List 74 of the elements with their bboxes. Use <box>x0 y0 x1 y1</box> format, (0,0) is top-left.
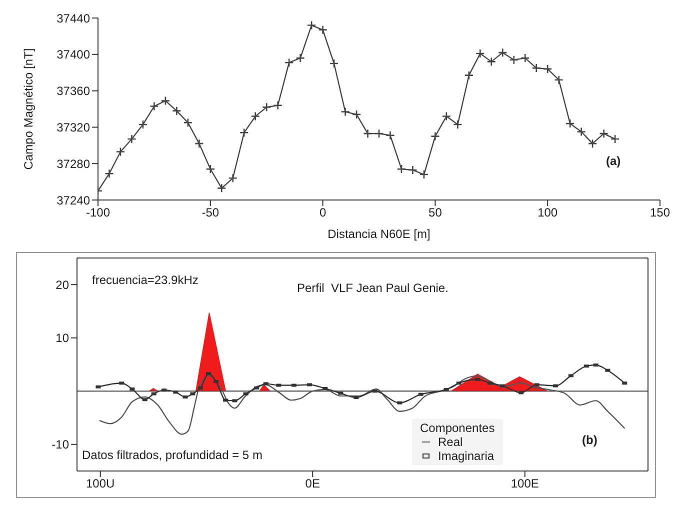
point <box>104 168 114 178</box>
y-tick-label: -10 <box>52 438 70 452</box>
text: Perfil VLF Jean Paul Genie. <box>297 281 448 295</box>
point <box>183 118 193 128</box>
x-tick-label: 100 <box>538 206 558 220</box>
point <box>116 147 126 156</box>
x-tick-label: -100 <box>86 206 110 220</box>
x-tick-label: 0E <box>305 476 320 491</box>
point <box>610 134 620 144</box>
point <box>329 58 339 68</box>
point <box>520 53 530 63</box>
point <box>532 63 542 73</box>
point <box>542 64 552 74</box>
x-tick-label: 100E <box>510 476 539 491</box>
legend-label: Imaginaria <box>438 449 494 463</box>
point <box>430 132 440 141</box>
annotation: frecuencia=23.9kHz <box>92 273 198 287</box>
point <box>206 164 216 174</box>
annotation: (a) <box>606 154 621 168</box>
point <box>318 25 328 34</box>
y-tick-label: 10 <box>56 331 70 346</box>
x-tick-label: 100U <box>86 476 115 491</box>
legend-title: Componentes <box>420 421 495 435</box>
point <box>386 130 395 140</box>
point <box>588 138 598 148</box>
point <box>296 53 305 63</box>
x-axis-title: Distancia N60E [m] <box>328 227 430 241</box>
point <box>408 165 418 175</box>
point <box>228 174 238 183</box>
annotation: Datos filtrados, profundidad = 5 m <box>82 448 262 462</box>
annotation: (b) <box>582 433 598 447</box>
y-tick-label: 20 <box>56 278 70 292</box>
y-tick-label: 37280 <box>56 156 90 171</box>
point <box>262 102 272 112</box>
y-tick-label: 37240 <box>56 193 90 208</box>
point <box>374 128 384 138</box>
y-tick-label: 37440 <box>56 11 90 26</box>
point <box>352 110 362 120</box>
point <box>576 127 586 136</box>
point <box>486 57 496 66</box>
point <box>476 48 485 58</box>
y-tick-label: 37320 <box>56 120 90 134</box>
legend-label: Real <box>438 435 463 449</box>
point <box>250 112 260 121</box>
point <box>453 120 462 130</box>
point <box>239 128 249 138</box>
x-tick-label: 0 <box>319 206 326 220</box>
point <box>306 20 316 30</box>
x-tick-label: 50 <box>428 206 442 220</box>
y-axis-title: Campo Magnético [nT] <box>21 48 36 170</box>
point <box>340 107 350 116</box>
point <box>273 100 282 110</box>
point <box>498 48 508 58</box>
point <box>138 120 148 130</box>
y-tick-label: 37360 <box>56 84 90 98</box>
point <box>127 134 136 144</box>
point <box>194 138 204 148</box>
point <box>160 96 170 106</box>
point <box>396 164 406 174</box>
point <box>172 106 182 116</box>
point <box>442 112 452 121</box>
point <box>363 128 372 138</box>
point <box>554 75 564 85</box>
x-tick-label: 150 <box>650 206 670 220</box>
point <box>464 70 474 80</box>
point <box>599 128 608 138</box>
point <box>284 58 294 68</box>
point <box>150 102 159 111</box>
point <box>565 118 575 128</box>
x-tick-label: -50 <box>202 206 220 220</box>
point <box>216 184 226 193</box>
y-tick-label: 37400 <box>56 48 90 62</box>
point <box>509 55 519 65</box>
point <box>419 170 429 180</box>
